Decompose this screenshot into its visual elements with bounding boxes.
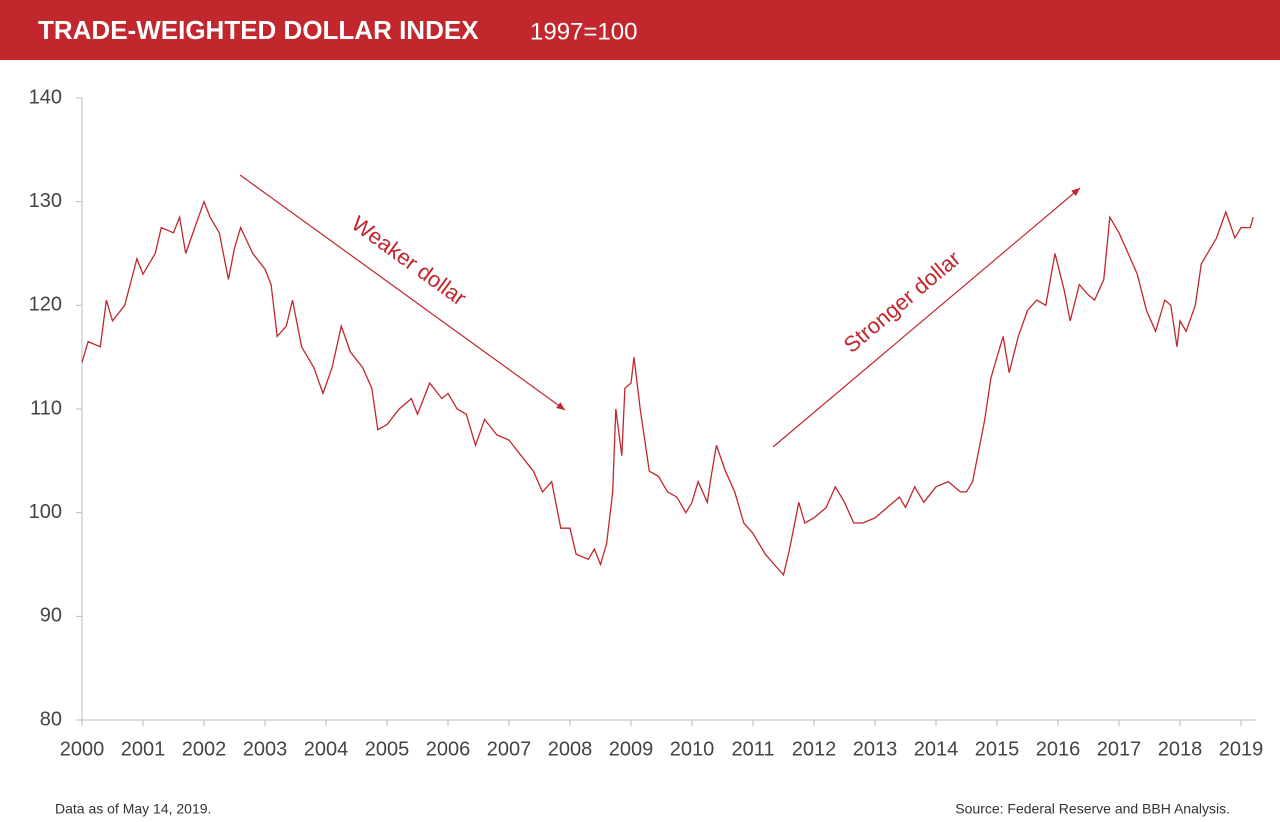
annotation: Stronger dollar [839, 246, 966, 358]
x-tick-label: 2018 [1158, 738, 1203, 760]
x-tick-label: 2009 [609, 738, 654, 760]
y-tick-label: 140 [29, 86, 62, 108]
chart-subtitle: 1997=100 [530, 18, 637, 45]
y-tick-label: 130 [29, 190, 62, 212]
y-tick-label: 90 [40, 605, 62, 627]
data-line [81, 199, 1254, 577]
x-tick-label: 2011 [731, 738, 774, 760]
x-tick-label: 2013 [853, 738, 898, 760]
arrow [772, 187, 1081, 448]
x-tick-label: 2006 [426, 738, 471, 760]
chart-title: TRADE-WEIGHTED DOLLAR INDEX [38, 15, 479, 45]
x-tick-label: 2014 [914, 738, 959, 760]
x-tick-label: 2012 [792, 738, 837, 760]
y-tick-label: 80 [40, 708, 62, 730]
y-tick-label: 100 [29, 501, 62, 523]
y-tick-label: 110 [30, 397, 62, 419]
source: Source: Federal Reserve and BBH Analysis… [955, 801, 1230, 817]
arrow [239, 174, 566, 411]
x-tick-label: 2019 [1219, 738, 1264, 760]
header-bar [0, 0, 1280, 60]
footnote: Data as of May 14, 2019. [55, 801, 211, 817]
x-tick-label: 2007 [487, 738, 532, 760]
y-tick-label: 120 [29, 294, 62, 316]
x-tick-label: 2004 [304, 738, 349, 760]
x-tick-label: 2000 [60, 738, 105, 760]
x-tick-label: 2002 [182, 738, 227, 760]
x-tick-label: 2015 [975, 738, 1020, 760]
x-tick-label: 2008 [548, 738, 593, 760]
x-tick-label: 2005 [365, 738, 410, 760]
annotation: Weaker dollar [347, 211, 471, 311]
x-tick-label: 2017 [1097, 738, 1142, 760]
x-tick-label: 2010 [670, 738, 715, 760]
x-tick-label: 2001 [121, 738, 166, 760]
x-tick-label: 2003 [243, 738, 288, 760]
x-tick-label: 2016 [1036, 738, 1081, 760]
